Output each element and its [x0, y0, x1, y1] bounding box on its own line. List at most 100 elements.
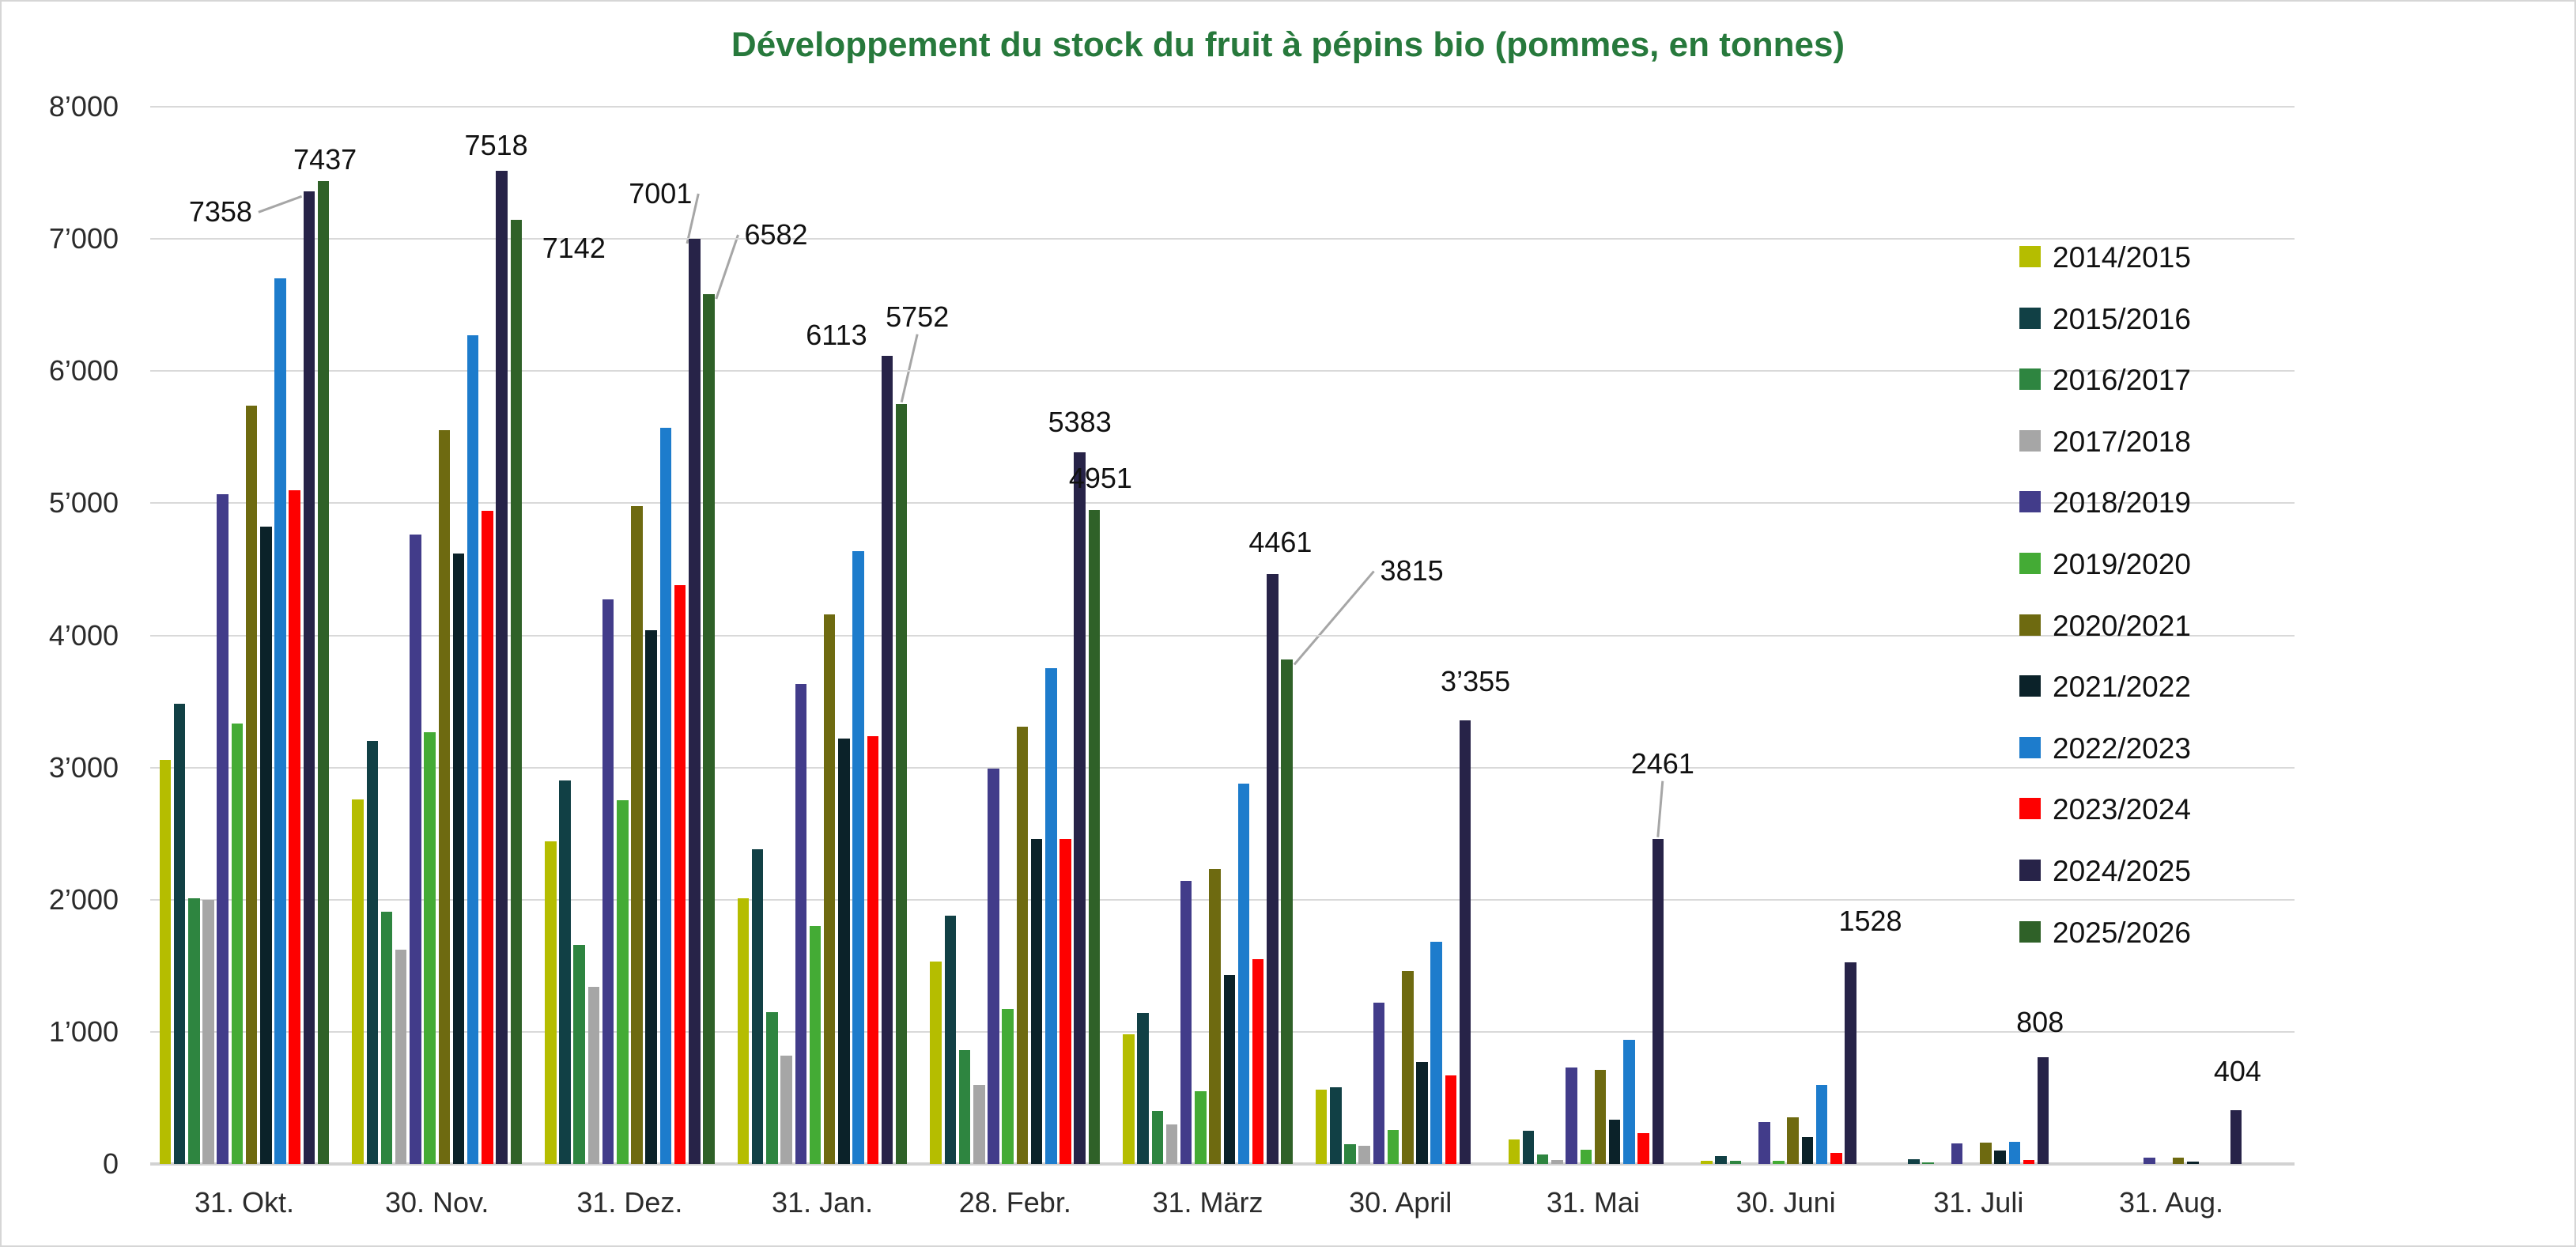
bar-2021-2022-31Dez: [645, 629, 657, 1164]
bar-2020-2021-31Juli: [1980, 1143, 1992, 1164]
bar-2024-2025-30Juni: [1845, 962, 1856, 1164]
bar-2022-2023-31Jan: [852, 550, 864, 1164]
bar-2023-2024-30April: [1445, 1075, 1457, 1164]
legend-swatch-icon: [2019, 920, 2041, 943]
bar-2025-2026-28Febr: [1088, 509, 1101, 1164]
x-axis-tick-label: 31. Jan.: [772, 1186, 874, 1219]
bar-2024-2025-31Okt: [303, 191, 315, 1164]
gridline: [150, 634, 2295, 637]
bar-2020-2021-30Juni: [1787, 1117, 1799, 1164]
gridline: [150, 898, 2295, 901]
data-label: 6582: [744, 217, 808, 251]
bar-2020-2021-31März: [1209, 869, 1221, 1164]
legend-label: 2025/2026: [2053, 916, 2191, 949]
bar-2016-2017-31Okt: [188, 898, 200, 1164]
bar-2016-2017-30Juni: [1729, 1160, 1742, 1164]
data-label: 7001: [629, 176, 693, 210]
legend-label: 2020/2021: [2053, 609, 2191, 642]
legend-label: 2023/2024: [2053, 793, 2191, 826]
bar-2023-2024-31Okt: [289, 489, 300, 1164]
bar-2020-2021-31Okt: [245, 405, 258, 1164]
bar-2021-2022-31Mai: [1608, 1120, 1621, 1164]
bar-2015-2016-31Dez: [559, 780, 571, 1164]
bar-2022-2023-30Nov: [466, 335, 479, 1164]
legend-label: 2014/2015: [2053, 241, 2191, 274]
bar-2025-2026-31Okt: [317, 181, 330, 1164]
bar-2020-2021-31Jan: [823, 614, 836, 1164]
bar-2022-2023-30Juni: [1815, 1084, 1828, 1164]
y-axis-tick-label: 2’000: [48, 882, 119, 916]
bar-2017-2018-31Mai: [1551, 1159, 1563, 1164]
data-label: 5752: [886, 300, 950, 333]
bar-2021-2022-31Juli: [1994, 1151, 2006, 1164]
bar-2020-2021-30April: [1402, 970, 1414, 1164]
x-axis-tick-label: 31. Dez.: [576, 1186, 683, 1219]
y-axis-tick-label: 8’000: [48, 90, 119, 123]
bar-2025-2026-31Jan: [895, 403, 908, 1164]
bar-2022-2023-31März: [1237, 783, 1250, 1164]
bar-2024-2025-31Juli: [2037, 1056, 2049, 1164]
bar-2021-2022-30Juni: [1801, 1136, 1814, 1164]
bar-2021-2022-31März: [1223, 975, 1236, 1164]
leader-line: [1656, 780, 1664, 837]
bar-2021-2022-31Aug: [2187, 1162, 2199, 1164]
legend-label: 2021/2022: [2053, 671, 2191, 704]
bar-2022-2023-28Febr: [1045, 668, 1057, 1164]
bar-2015-2016-30Nov: [366, 741, 379, 1164]
x-axis-tick-label: 31. März: [1152, 1186, 1263, 1219]
legend-label: 2017/2018: [2053, 425, 2191, 458]
bar-2019-2020-31Jan: [809, 926, 822, 1164]
bar-2016-2017-30Nov: [380, 911, 393, 1164]
bar-2014-2015-30Juni: [1701, 1160, 1713, 1164]
chart-title: Développement du stock du fruit à pépins…: [731, 25, 1845, 64]
y-axis-tick-label: 1’000: [48, 1015, 119, 1048]
bar-2018-2019-28Febr: [988, 769, 999, 1164]
bar-2024-2025-31Dez: [689, 238, 701, 1164]
y-axis-tick-label: 0: [102, 1147, 119, 1180]
bar-2025-2026-31März: [1281, 659, 1293, 1164]
legend-swatch-icon: [2019, 553, 2041, 574]
bar-2023-2024-30Nov: [482, 511, 493, 1164]
bar-2016-2017-31Dez: [573, 944, 585, 1164]
data-label: 6113: [806, 319, 867, 352]
bar-2015-2016-31Okt: [173, 704, 186, 1164]
bar-2023-2024-28Febr: [1059, 838, 1071, 1164]
bar-2017-2018-31Jan: [780, 1055, 792, 1164]
bar-2017-2018-30Nov: [395, 950, 407, 1164]
legend-swatch-icon: [2019, 429, 2041, 452]
bar-2020-2021-30Nov: [438, 430, 451, 1164]
data-label: 2461: [1630, 746, 1694, 780]
bar-2019-2020-31Okt: [231, 724, 244, 1164]
legend-swatch-icon: [2019, 614, 2041, 636]
data-label: 4951: [1068, 461, 1132, 494]
bar-2025-2026-30Nov: [510, 220, 523, 1164]
bar-2020-2021-31Aug: [2172, 1158, 2185, 1164]
data-label: 7437: [293, 143, 357, 176]
bar-2017-2018-31Dez: [587, 987, 600, 1164]
data-label: 3’355: [1441, 665, 1511, 698]
bar-2014-2015-31Mai: [1508, 1139, 1520, 1164]
legend-label: 2022/2023: [2053, 731, 2191, 765]
gridline: [150, 766, 2295, 769]
bar-2014-2015-31Okt: [159, 759, 172, 1164]
bar-2018-2019-30April: [1373, 1003, 1385, 1164]
y-axis-tick-label: 5’000: [48, 486, 119, 520]
legend-swatch-icon: [2019, 246, 2041, 267]
bar-2016-2017-31Jan: [766, 1011, 778, 1164]
data-label: 7142: [542, 232, 606, 265]
leader-line: [900, 334, 919, 403]
data-label: 5383: [1048, 406, 1112, 439]
gridline: [150, 238, 2295, 240]
legend-swatch-icon: [2019, 307, 2041, 329]
bar-2022-2023-31Okt: [274, 278, 286, 1164]
data-label: 404: [2213, 1055, 2261, 1088]
y-axis-tick-label: 7’000: [48, 222, 119, 255]
bar-2016-2017-30April: [1344, 1143, 1356, 1164]
bar-2023-2024-31Juli: [2023, 1159, 2035, 1164]
bar-2023-2024-31Mai: [1637, 1132, 1649, 1164]
data-label: 808: [2016, 1005, 2064, 1038]
bar-2018-2019-31Juli: [1951, 1143, 1963, 1164]
gridline: [150, 370, 2295, 372]
bar-2018-2019-30Nov: [410, 535, 421, 1164]
bar-2019-2020-31März: [1195, 1091, 1207, 1164]
